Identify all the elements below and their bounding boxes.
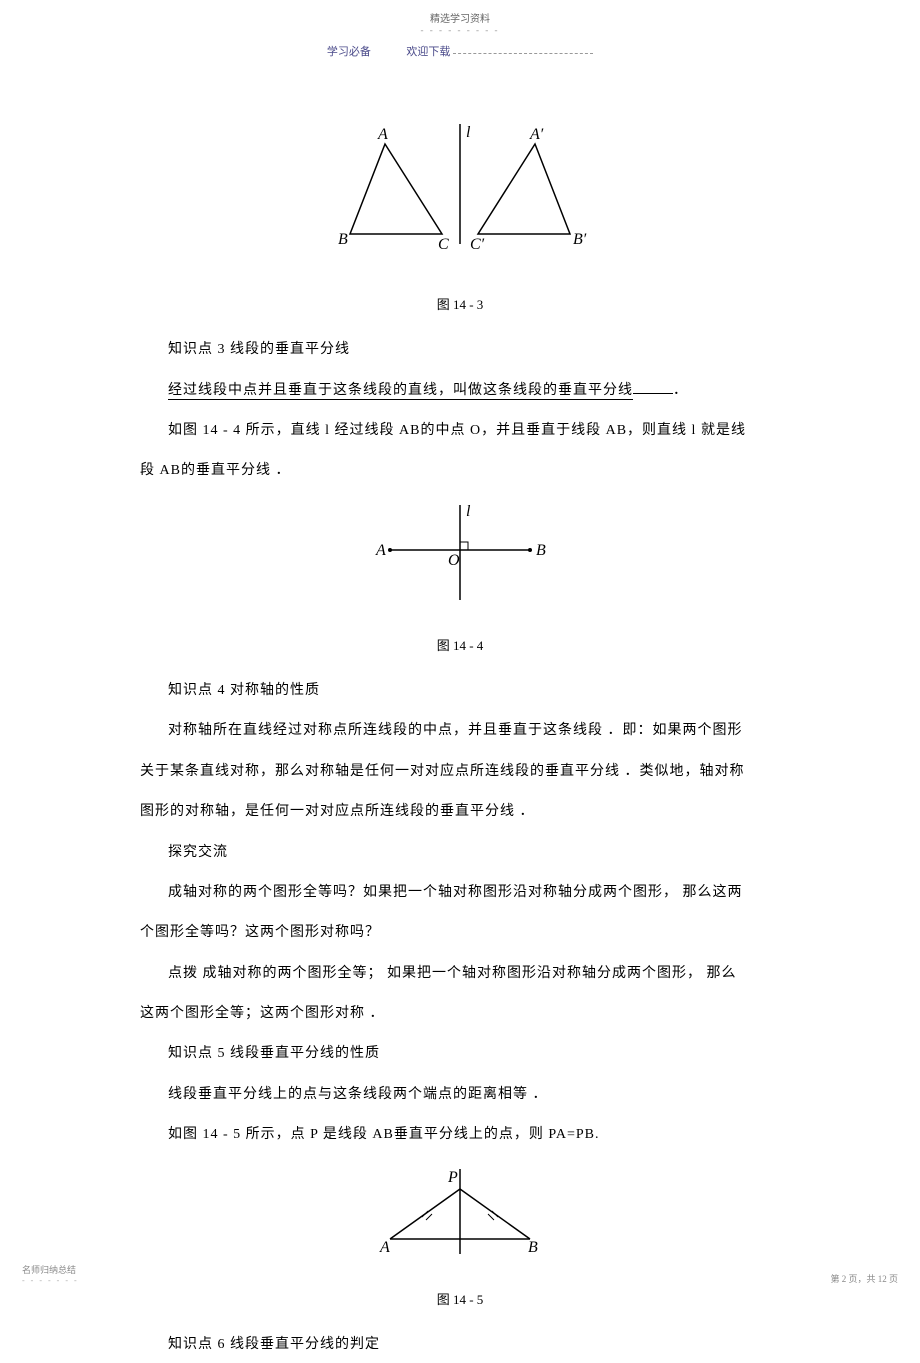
footer-left: 名师归纳总结 - - - - - - -	[22, 1263, 79, 1285]
label-Ap: A′	[529, 126, 544, 143]
kn4-p3: 图形的对称轴，是任何一对对应点所连线段的垂直平分线 ．	[140, 794, 780, 830]
kn4-p7: 点拨 成轴对称的两个图形全等； 如果把一个轴对称图形沿对称轴分成两个图形， 那么	[140, 956, 780, 992]
figure-14-5: P A B 图 14 - 5	[140, 1164, 780, 1317]
kn4-p2: 关于某条直线对称，那么对称轴是任何一对对应点所连线段的垂直平分线 ．类似地，轴对…	[140, 754, 780, 790]
kn5-p1: 线段垂直平分线上的点与这条线段两个端点的距离相等 ．	[140, 1077, 780, 1113]
footer-left-text: 名师归纳总结	[22, 1263, 79, 1276]
sub-header-left: 学习必备	[327, 46, 371, 58]
label-l2: l	[466, 503, 471, 520]
kn4-title: 知识点 4 对称轴的性质	[140, 673, 780, 709]
label-B2: B	[536, 542, 546, 559]
label-C: C	[438, 236, 449, 253]
label-A2: A	[375, 542, 386, 559]
figure-14-4-caption: 图 14 - 4	[140, 629, 780, 663]
kn3-title: 知识点 3 线段的垂直平分线	[140, 332, 780, 368]
figure-14-4: A B O l 图 14 - 4	[140, 500, 780, 663]
kn5-title: 知识点 5 线段垂直平分线的性质	[140, 1036, 780, 1072]
label-B: B	[338, 231, 348, 248]
figure-14-4-svg: A B O l	[360, 500, 560, 610]
figure-14-5-svg: P A B	[360, 1164, 560, 1264]
kn4-p4: 探究交流	[140, 835, 780, 871]
label-B3: B	[528, 1239, 538, 1256]
figure-14-3-svg: A B C C′ A′ B′ l	[330, 119, 590, 269]
kn3-def-end: ．	[673, 383, 688, 398]
sub-header-right: 欢迎下载	[406, 46, 450, 58]
footer-right: 第 2 页，共 12 页	[830, 1272, 898, 1285]
sub-header-underline	[453, 53, 593, 54]
kn4-p5: 成轴对称的两个图形全等吗？如果把一个轴对称图形沿对称轴分成两个图形， 那么这两	[140, 875, 780, 911]
label-Cp: C′	[470, 236, 485, 253]
label-A: A	[377, 126, 388, 143]
kn3-def: 经过线段中点并且垂直于这条线段的直线，叫做这条线段的垂直平分线	[168, 383, 633, 400]
label-l1: l	[466, 124, 471, 141]
figure-14-5-caption: 图 14 - 5	[140, 1283, 780, 1317]
kn5-p2: 如图 14 - 5 所示，点 P 是线段 AB垂直平分线上的点，则 PA=PB.	[140, 1117, 780, 1153]
figure-14-3: A B C C′ A′ B′ l 图 14 - 3	[140, 119, 780, 322]
label-Bp: B′	[573, 231, 587, 248]
kn4-p1: 对称轴所在直线经过对称点所连线段的中点，并且垂直于这条线段 ．即：如果两个图形	[140, 713, 780, 749]
page-top-header: 精选学习资料 - - - - - - - - -	[0, 0, 920, 35]
kn6-title: 知识点 6 线段垂直平分线的判定	[140, 1327, 780, 1363]
kn4-p8: 这两个图形全等；这两个图形对称 ．	[140, 996, 780, 1032]
top-header-dashes: - - - - - - - - -	[0, 25, 920, 35]
document-body: A B C C′ A′ B′ l 图 14 - 3 知识点 3 线段的垂直平分线…	[0, 59, 920, 1363]
top-header-text: 精选学习资料	[0, 10, 920, 25]
kn3-p1b: 段 AB的垂直平分线 ．	[140, 453, 780, 489]
label-P: P	[447, 1169, 458, 1186]
page-sub-header: 学习必备 欢迎下载	[0, 43, 920, 59]
label-O: O	[448, 552, 460, 569]
figure-14-3-caption: 图 14 - 3	[140, 288, 780, 322]
footer-left-dashes: - - - - - - -	[22, 1276, 79, 1285]
label-A3: A	[379, 1239, 390, 1256]
kn4-p6: 个图形全等吗？这两个图形对称吗？	[140, 915, 780, 951]
kn3-def-line: 经过线段中点并且垂直于这条线段的直线，叫做这条线段的垂直平分线 ．	[140, 373, 780, 409]
kn3-p1a: 如图 14 - 4 所示，直线 l 经过线段 AB的中点 O，并且垂直于线段 A…	[140, 413, 780, 449]
